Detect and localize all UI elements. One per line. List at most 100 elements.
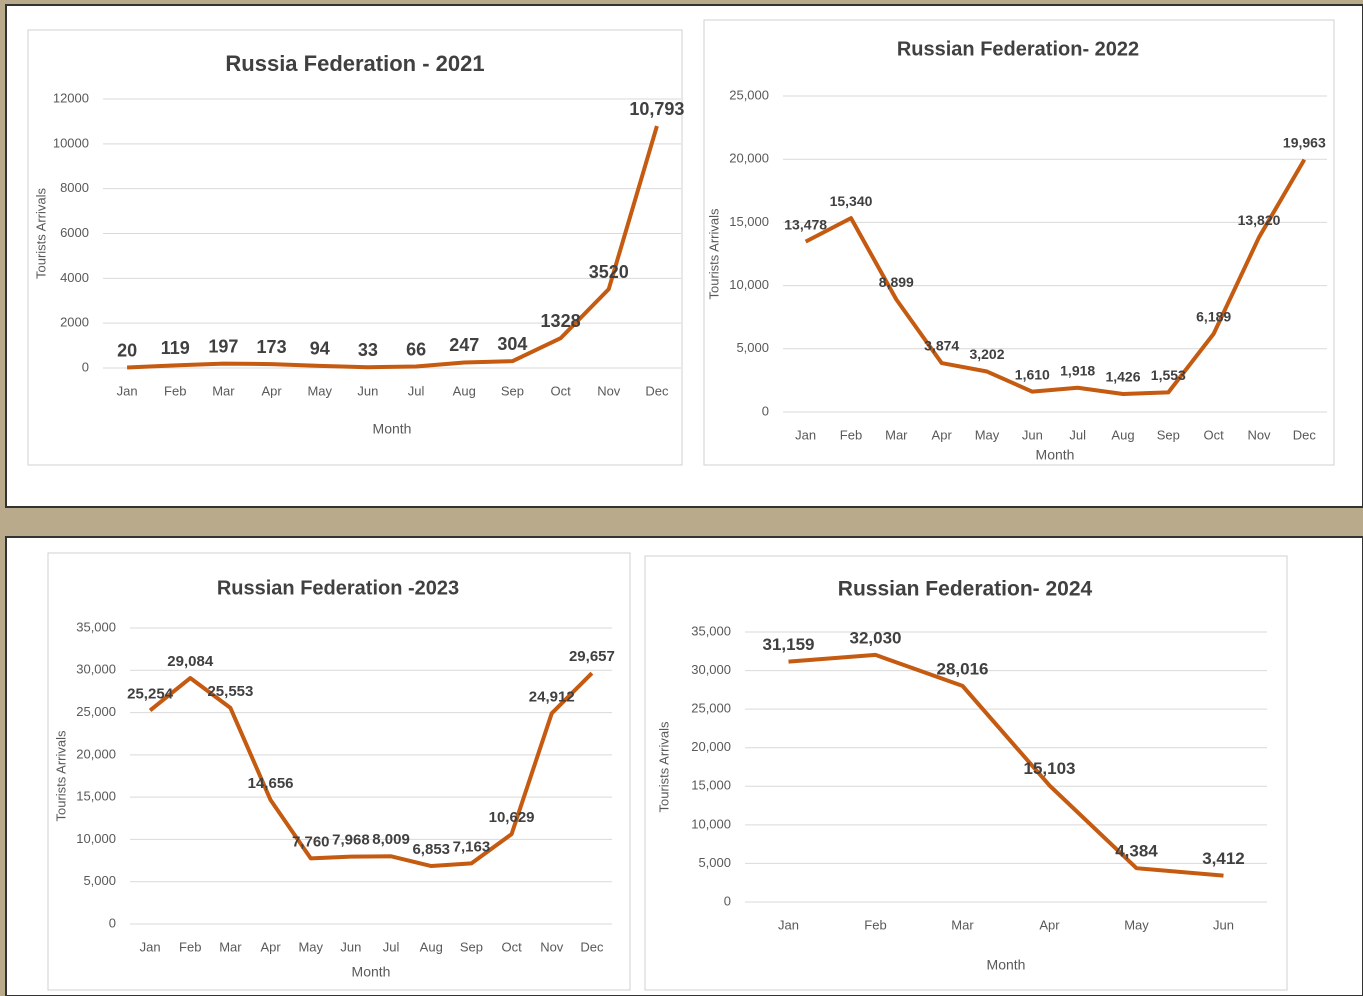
y-tick-label: 35,000	[76, 619, 116, 634]
y-tick-label: 6000	[60, 225, 89, 240]
data-label: 31,159	[763, 635, 815, 654]
data-label: 1,918	[1060, 362, 1095, 378]
y-axis-label: Tourists Arrivals	[656, 721, 671, 813]
line	[788, 652, 1224, 878]
x-tick-label: Jun	[340, 939, 361, 954]
data-label: 7,163	[453, 838, 491, 855]
data-label: 7,968	[332, 832, 370, 849]
chart-frame	[703, 19, 1335, 466]
x-tick-label: Sep	[501, 383, 524, 398]
x-tick-label: Mar	[951, 917, 974, 932]
y-axis-label: Tourists Arrivals	[53, 730, 68, 822]
y-tick-label: 20,000	[729, 151, 769, 166]
data-label: 173	[257, 337, 287, 357]
x-tick-label: Feb	[840, 427, 862, 442]
x-tick-label: Feb	[864, 917, 886, 932]
y-tick-label: 15,000	[729, 214, 769, 229]
x-tick-label: Apr	[261, 383, 282, 398]
x-tick-label: May	[975, 427, 1000, 442]
x-tick-label: Oct	[550, 383, 571, 398]
y-tick-label: 0	[82, 359, 89, 374]
data-label: 1328	[541, 311, 581, 331]
y-tick-label: 20,000	[691, 739, 731, 754]
data-label: 1,553	[1151, 367, 1186, 383]
x-tick-label: Jul	[408, 383, 425, 398]
data-label: 10,793	[629, 99, 684, 119]
y-tick-label: 5,000	[83, 873, 116, 888]
data-label: 20	[117, 340, 137, 360]
data-label: 10,629	[489, 809, 535, 826]
data-label: 8,899	[879, 274, 914, 290]
data-label: 4,384	[1115, 842, 1158, 861]
data-label: 304	[497, 334, 527, 354]
data-label: 3,202	[969, 346, 1004, 362]
data-label: 13,820	[1238, 212, 1281, 228]
data-label: 15,103	[1024, 759, 1076, 778]
x-tick-label: Jul	[1069, 427, 1086, 442]
x-tick-label: Aug	[453, 383, 476, 398]
x-tick-label: Jan	[117, 383, 138, 398]
y-tick-label: 5,000	[736, 340, 769, 355]
x-axis-label: Month	[1036, 447, 1075, 463]
data-label: 6,189	[1196, 308, 1231, 324]
data-label: 6,853	[412, 841, 450, 858]
x-tick-label: Mar	[219, 939, 242, 954]
x-tick-label: May	[1124, 917, 1149, 932]
x-axis-label: Month	[352, 964, 391, 980]
chart-frame	[27, 29, 683, 466]
chart-frame	[644, 555, 1288, 991]
y-tick-label: 2000	[60, 315, 89, 330]
data-label: 15,340	[830, 193, 873, 209]
y-tick-label: 30,000	[691, 662, 731, 677]
line	[126, 125, 659, 370]
x-tick-label: Jun	[1022, 427, 1043, 442]
y-tick-label: 0	[762, 403, 769, 418]
data-label: 66	[406, 339, 426, 359]
y-tick-label: 12000	[53, 90, 89, 105]
y-tick-label: 25,000	[729, 87, 769, 102]
x-tick-label: Sep	[460, 939, 483, 954]
chart-title: Russian Federation -2023	[217, 577, 459, 599]
y-tick-label: 15,000	[691, 778, 731, 793]
data-label: 24,912	[529, 688, 575, 705]
y-tick-label: 10,000	[691, 816, 731, 831]
x-tick-label: Apr	[260, 939, 281, 954]
x-tick-label: Jan	[795, 427, 816, 442]
data-label: 14,656	[248, 775, 294, 792]
x-tick-label: Dec	[580, 939, 604, 954]
y-tick-label: 25,000	[691, 701, 731, 716]
data-label: 25,254	[127, 685, 174, 702]
y-tick-label: 8000	[60, 180, 89, 195]
x-axis-label: Month	[987, 957, 1026, 973]
y-tick-label: 5,000	[698, 855, 731, 870]
x-tick-label: Jan	[778, 917, 799, 932]
data-label: 13,478	[784, 216, 827, 232]
y-axis-label: Tourists Arrivals	[706, 208, 721, 300]
data-label: 3,412	[1202, 849, 1245, 868]
data-label: 94	[310, 339, 330, 359]
y-tick-label: 0	[724, 893, 731, 908]
x-tick-label: Oct	[1204, 427, 1225, 442]
y-tick-label: 30,000	[76, 662, 116, 677]
x-tick-label: Jun	[1213, 917, 1234, 932]
x-tick-label: Jun	[357, 383, 378, 398]
data-label: 29,084	[167, 653, 214, 670]
data-label: 7,760	[292, 833, 330, 850]
data-label: 247	[449, 335, 479, 355]
data-label: 33	[358, 340, 378, 360]
data-label: 25,553	[207, 683, 253, 700]
x-tick-label: Nov	[1247, 427, 1271, 442]
y-axis-label: Tourists Arrivals	[33, 187, 48, 279]
y-tick-label: 10,000	[729, 277, 769, 292]
chart-title: Russian Federation- 2022	[897, 38, 1139, 60]
x-tick-label: Jan	[140, 939, 161, 954]
data-label: 1,426	[1105, 369, 1140, 385]
x-tick-label: Jul	[383, 939, 400, 954]
y-tick-label: 20,000	[76, 746, 116, 761]
data-label: 197	[208, 336, 238, 356]
x-tick-label: Dec	[1293, 427, 1317, 442]
x-tick-label: Feb	[164, 383, 186, 398]
x-tick-label: Aug	[1111, 427, 1134, 442]
